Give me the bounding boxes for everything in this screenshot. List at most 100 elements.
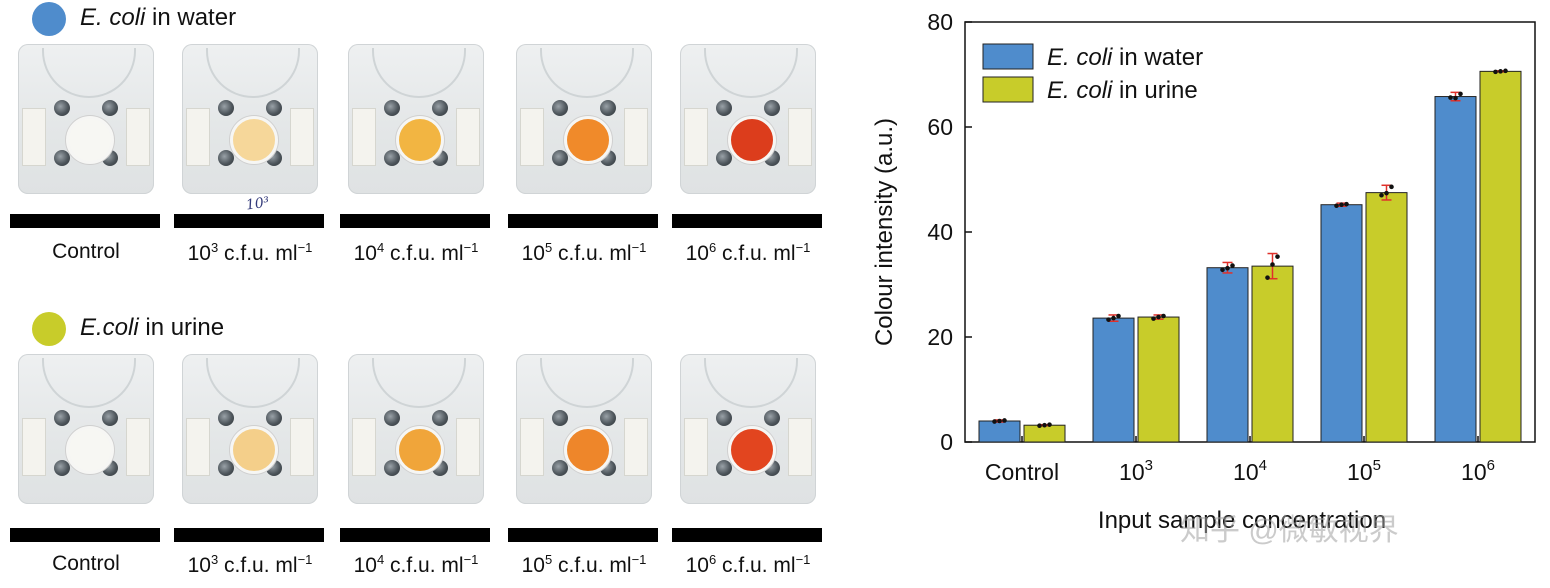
urine-photo-0 (12, 354, 160, 506)
water-title-italic: E. coli (80, 4, 146, 31)
bar-0-1 (1092, 317, 1135, 443)
device-pad-left (520, 418, 544, 476)
water-caption-2: 104 c.f.u. ml−1 (353, 240, 479, 265)
screw (384, 150, 400, 166)
urine-caption-1: 103 c.f.u. ml−1 (187, 552, 313, 577)
data-point (1042, 422, 1047, 428)
data-point (1458, 91, 1463, 97)
water-photo-1 (176, 44, 324, 196)
device-pad-left (684, 108, 708, 166)
data-point (1161, 313, 1166, 319)
bar-0-2 (1206, 267, 1249, 443)
screw (716, 150, 732, 166)
data-point (1037, 423, 1042, 429)
x-tick-label: 104 (1233, 457, 1267, 485)
urine-scale-bar-2 (340, 528, 490, 542)
data-point (1384, 190, 1389, 196)
device-pad-left (22, 108, 46, 166)
reaction-well (66, 426, 114, 474)
screw (218, 150, 234, 166)
screw (716, 100, 732, 116)
device-pad-right (290, 418, 314, 476)
data-point (1344, 201, 1349, 207)
device-pad-left (684, 418, 708, 476)
screw (432, 100, 448, 116)
reaction-well (728, 116, 776, 164)
urine-caption-4: 106 c.f.u. ml−1 (685, 552, 811, 577)
screw (266, 100, 282, 116)
device-pad-right (126, 108, 150, 166)
data-point (1503, 68, 1508, 74)
screw (54, 410, 70, 426)
screw (54, 100, 70, 116)
data-point (1453, 95, 1458, 101)
urine-scale-bar-1 (174, 528, 324, 542)
water-scale-bar-4 (672, 214, 822, 228)
urine-legend-dot (32, 312, 66, 346)
device-pad-left (352, 418, 376, 476)
device-pad-right (788, 108, 812, 166)
data-point (1225, 265, 1230, 271)
bar-1-0 (1023, 424, 1066, 443)
reaction-well (396, 116, 444, 164)
reaction-well (230, 426, 278, 474)
data-point (1047, 422, 1052, 427)
reaction-well (230, 116, 278, 164)
screw (716, 460, 732, 476)
data-point (1498, 69, 1503, 74)
urine-caption-0: Control (52, 552, 120, 575)
urine-photo-2 (342, 354, 490, 506)
screw (218, 460, 234, 476)
data-point (1116, 313, 1121, 319)
bar-0-4 (1434, 96, 1477, 443)
data-point (997, 418, 1002, 424)
x-tick-label: 106 (1461, 457, 1495, 485)
data-point (992, 419, 997, 424)
data-point (1339, 202, 1344, 207)
screw (384, 460, 400, 476)
water-title-rest: in water (145, 4, 237, 31)
urine-photo-1 (176, 354, 324, 506)
water-caption-1: 103 c.f.u. ml−1 (187, 240, 313, 265)
water-caption-4: 106 c.f.u. ml−1 (685, 240, 811, 265)
water-scale-bar-2 (340, 214, 490, 228)
device-pad-left (520, 108, 544, 166)
screw (552, 410, 568, 426)
screw (432, 410, 448, 426)
water-scale-bar-1 (174, 214, 324, 228)
y-tick-label: 40 (927, 219, 953, 245)
bar-1-4 (1479, 70, 1522, 443)
screw (102, 100, 118, 116)
data-point (1220, 267, 1225, 273)
urine-scale-bar-0 (10, 528, 160, 542)
device-pad-right (456, 108, 480, 166)
device-pad-right (456, 418, 480, 476)
device-pad-right (290, 108, 314, 166)
device-pad-right (624, 108, 648, 166)
data-point (1389, 184, 1394, 190)
device-pad-right (788, 418, 812, 476)
data-point (1265, 275, 1270, 280)
screw (384, 410, 400, 426)
urine-caption-2: 104 c.f.u. ml−1 (353, 552, 479, 577)
screw (384, 100, 400, 116)
data-point (1002, 418, 1007, 423)
screw (764, 100, 780, 116)
urine-panel-title: E.coli in urine (80, 314, 224, 342)
reaction-well (66, 116, 114, 164)
screw (552, 100, 568, 116)
device-pad-left (352, 108, 376, 166)
bar-1-2 (1251, 265, 1294, 443)
water-scale-bar-0 (10, 214, 160, 228)
water-photo-3 (510, 44, 658, 196)
data-point (1334, 203, 1339, 209)
water-photo-0 (12, 44, 160, 196)
device-pad-right (126, 418, 150, 476)
colour-intensity-bar-chart: 0 20 40 60 80 Colour intensity (a.u.) Input sa… (871, 9, 1536, 534)
screw (764, 410, 780, 426)
data-point (1151, 316, 1156, 321)
screw (218, 100, 234, 116)
urine-scale-bar-3 (508, 528, 658, 542)
screw (54, 150, 70, 166)
y-axis-title: Colour intensity (a.u.) (871, 118, 898, 346)
